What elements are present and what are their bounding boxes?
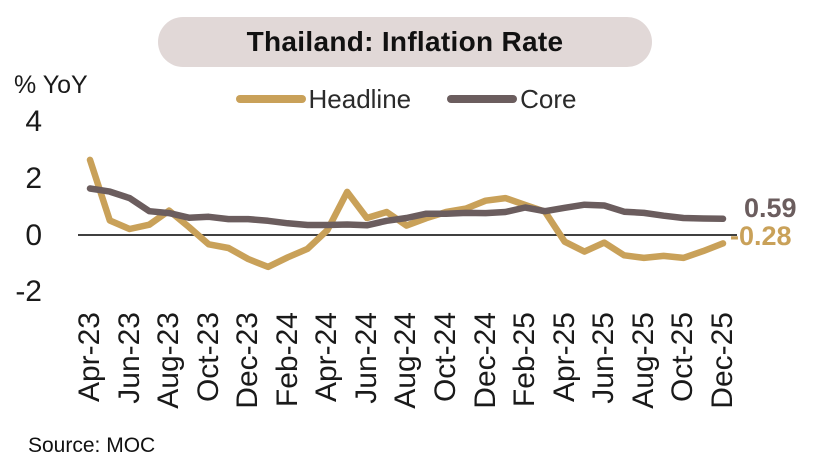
x-tick-label: Oct-25 <box>666 312 700 403</box>
x-tick-label: Feb-25 <box>508 312 542 408</box>
y-tick-label: 2 <box>25 161 42 195</box>
source-note: Source: MOC <box>28 434 156 457</box>
x-tick-label: Dec-23 <box>231 312 265 409</box>
y-tick-label: 0 <box>25 218 42 252</box>
x-tick-label: Feb-24 <box>270 312 304 408</box>
y-tick-label: -2 <box>15 275 42 309</box>
x-tick-label: Oct-23 <box>191 312 225 403</box>
core-legend-label: Core <box>520 84 577 114</box>
x-tick-label: Aug-24 <box>389 312 423 409</box>
zero-axis-line <box>78 234 737 236</box>
x-tick-label: Apr-23 <box>73 312 106 403</box>
x-tick-label: Dec-24 <box>468 312 502 409</box>
chart-title-pill: Thailand: Inflation Rate <box>158 17 652 67</box>
headline-legend-swatch <box>235 95 306 103</box>
x-tick-label: Apr-25 <box>547 312 581 403</box>
chart-title: Thailand: Inflation Rate <box>246 26 564 57</box>
headline-end-value-label: -0.28 <box>730 221 792 251</box>
x-tick-label: Aug-23 <box>152 312 186 409</box>
x-tick-label: Jun-23 <box>112 312 146 404</box>
x-tick-label: Jun-25 <box>587 312 621 404</box>
x-tick-label: Oct-24 <box>429 312 463 403</box>
headline-series-line <box>86 156 727 271</box>
legend: Headline Core <box>0 85 812 113</box>
y-axis-unit-label: % YoY <box>14 71 88 99</box>
x-tick-label: Aug-25 <box>626 312 660 409</box>
core-legend-swatch <box>447 95 518 103</box>
x-tick-label: Dec-25 <box>705 312 739 409</box>
core-series-line <box>86 185 727 229</box>
core-end-value-label: 0.59 <box>744 193 797 223</box>
x-tick-label: Apr-24 <box>310 312 344 403</box>
headline-legend-label: Headline <box>308 84 412 114</box>
y-tick-label: 4 <box>25 105 42 139</box>
x-tick-label: Jun-24 <box>349 312 383 404</box>
